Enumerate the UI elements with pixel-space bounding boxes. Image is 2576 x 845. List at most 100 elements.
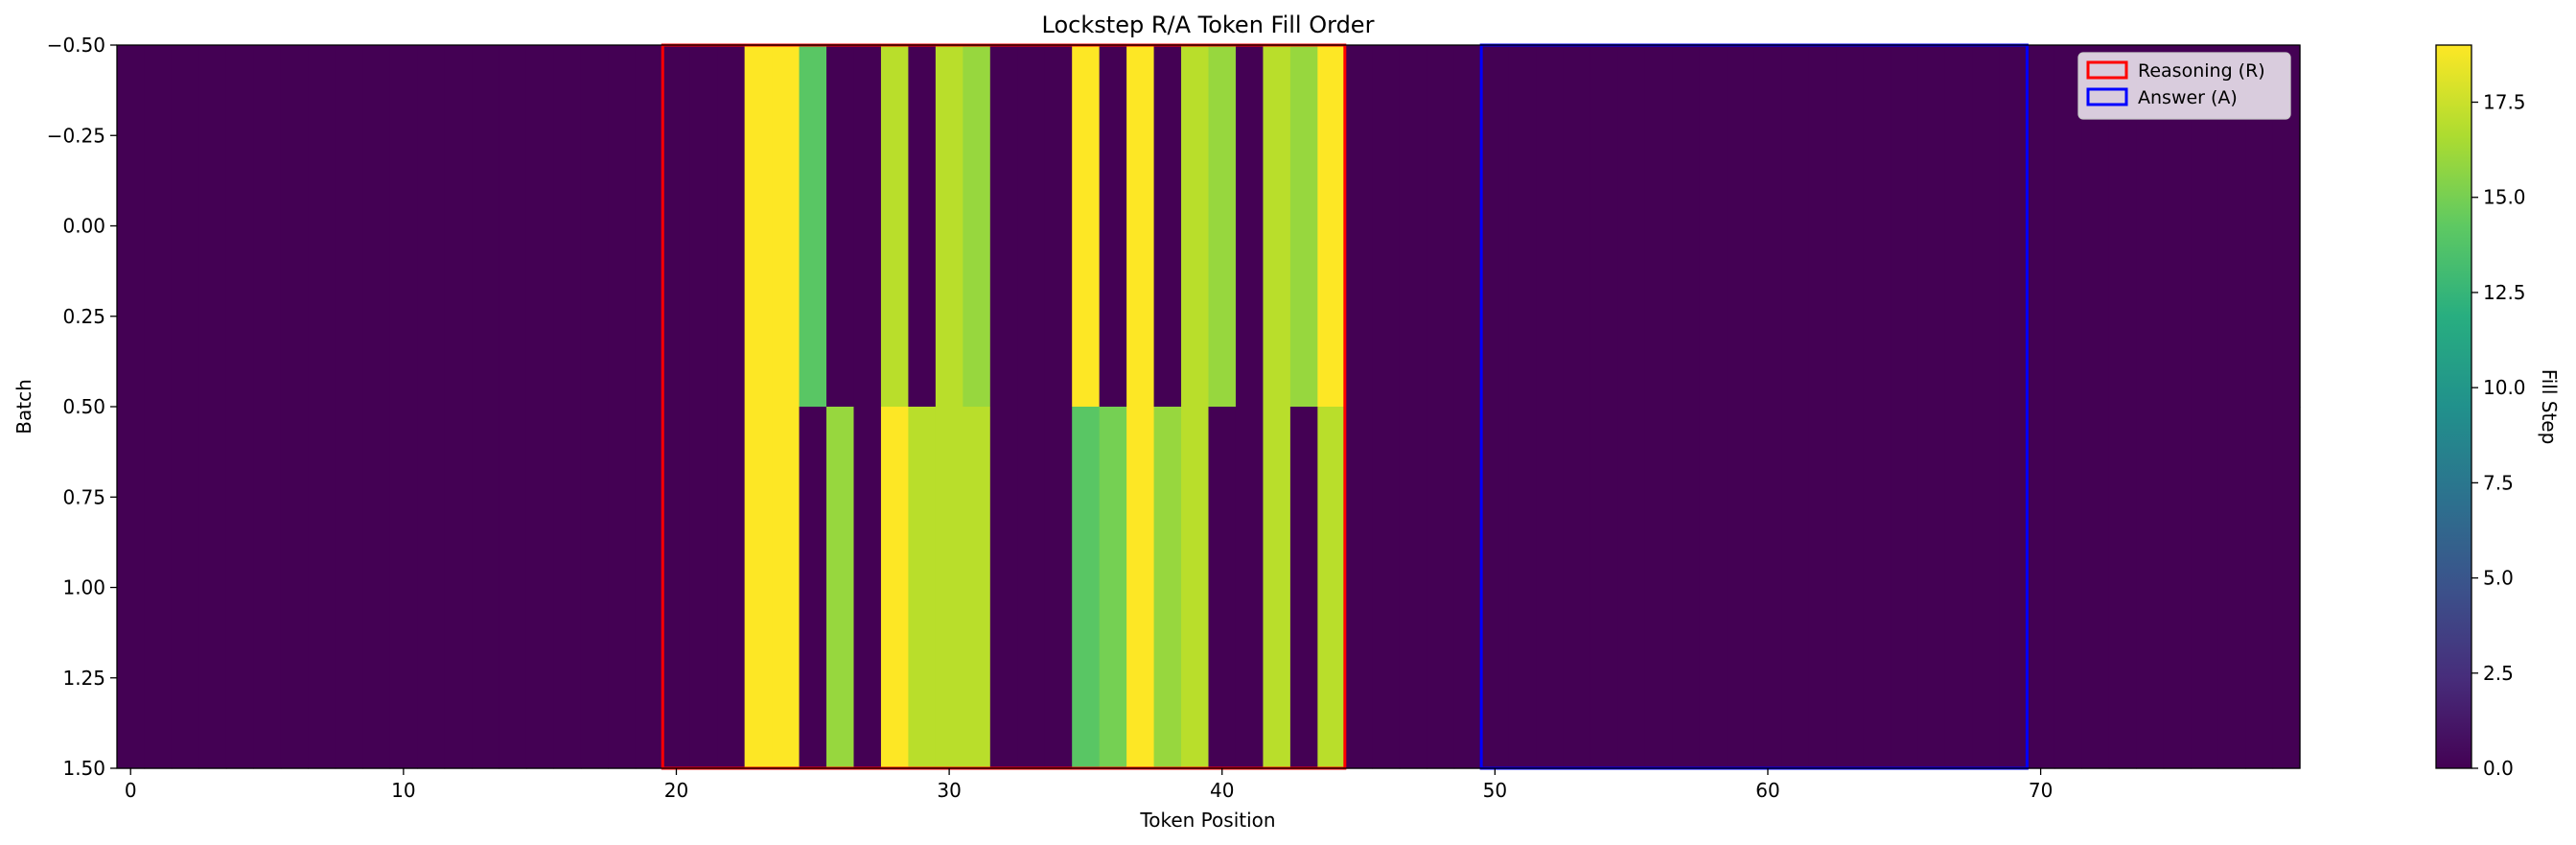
heatmap-cell: [1508, 407, 1537, 769]
heatmap-cell: [1017, 45, 1046, 408]
heatmap-cell: [1863, 407, 1891, 769]
legend: Reasoning (R) Answer (A): [2077, 52, 2291, 120]
heatmap-cell: [389, 407, 418, 769]
heatmap-cell: [1317, 407, 1346, 769]
heatmap-cell: [198, 407, 227, 769]
heatmap-cell: [1699, 45, 1728, 408]
heatmap-cell: [335, 407, 363, 769]
colorbar-tick-label: 12.5: [2483, 281, 2526, 304]
heatmap-cell: [117, 407, 146, 769]
heatmap-cell: [499, 407, 527, 769]
heatmap-cell: [117, 45, 146, 408]
heatmap-cell: [525, 407, 554, 769]
heatmap-cell: [144, 45, 173, 408]
heatmap-cell: [826, 407, 855, 769]
colorbar-tick-label: 0.0: [2483, 757, 2514, 780]
heatmap-cell: [225, 45, 254, 408]
heatmap-cell: [1617, 407, 1646, 769]
heatmap-cell: [1781, 407, 1810, 769]
heatmap-cell: [772, 407, 801, 769]
heatmap-cell: [1399, 45, 1427, 408]
heatmap-cell: [1999, 45, 2028, 408]
heatmap-cell: [1208, 407, 1237, 769]
heatmap-cell: [1017, 407, 1046, 769]
heatmap-cell: [1481, 407, 1510, 769]
heatmap-cell: [2272, 407, 2301, 769]
heatmap-cell: [2136, 407, 2165, 769]
heatmap-cell: [225, 407, 254, 769]
heatmap-cell: [1072, 407, 1101, 769]
heatmap-cell: [989, 407, 1018, 769]
heatmap-cell: [1891, 45, 1919, 408]
x-tick-label: 30: [937, 779, 961, 802]
x-axis-ticks: 0 10 20 30 40 50 60 70: [125, 768, 2053, 802]
heatmap-cell: [908, 45, 937, 408]
heatmap-cell: [662, 45, 691, 408]
heatmap-cell: [935, 45, 963, 408]
heatmap-cell: [1972, 407, 2001, 769]
heatmap-cell: [1317, 45, 1346, 408]
heatmap-cell: [144, 407, 173, 769]
y-tick-label: 0.25: [62, 305, 105, 328]
colorbar-tick-label: 7.5: [2483, 471, 2514, 494]
heatmap-cell: [772, 45, 801, 408]
y-tick-label: 1.50: [62, 757, 105, 780]
heatmap-cell: [2108, 407, 2137, 769]
heatmap-cell: [1453, 407, 1482, 769]
heatmap-cell: [1672, 45, 1701, 408]
colorbar-tick-label: 10.0: [2483, 376, 2526, 399]
heatmap-cell: [689, 45, 718, 408]
heatmap-cell: [1427, 407, 1455, 769]
colorbar-tick-label: 17.5: [2483, 91, 2526, 114]
y-tick-label: 1.25: [62, 667, 105, 690]
heatmap-cell: [417, 407, 446, 769]
heatmap-cell: [171, 407, 199, 769]
heatmap-cell: [1289, 45, 1318, 408]
heatmap-cell: [2245, 407, 2274, 769]
heatmap-cell: [1372, 407, 1401, 769]
heatmap-cell: [499, 45, 527, 408]
heatmap-cell: [472, 45, 500, 408]
y-tick-label: 0.00: [62, 215, 105, 238]
heatmap-cell: [1289, 407, 1318, 769]
y-tick-label: 1.00: [62, 576, 105, 599]
heatmap-cell: [608, 45, 637, 408]
heatmap-cell: [908, 407, 937, 769]
x-tick-label: 0: [125, 779, 137, 802]
colorbar-tick-label: 15.0: [2483, 186, 2526, 209]
heatmap-cell: [2027, 407, 2055, 769]
heatmap-cell: [1372, 45, 1401, 408]
heatmap-cell: [635, 407, 663, 769]
heatmap-cell: [1044, 45, 1073, 408]
heatmap-cell: [1699, 407, 1728, 769]
heatmap-cell: [717, 45, 746, 408]
heatmap-cell: [444, 45, 473, 408]
heatmap-cell: [1944, 45, 1974, 408]
heatmap-cell: [1044, 407, 1073, 769]
heatmap-cell: [1999, 407, 2028, 769]
heatmap-cell: [826, 45, 855, 408]
heatmap-cell: [689, 407, 718, 769]
y-axis-ticks: −0.50 −0.25 0.00 0.25 0.50 0.75 1.00 1.25 1.50: [47, 34, 117, 780]
heatmap-cell: [1944, 407, 1974, 769]
heatmap-cell: [1181, 45, 1210, 408]
heatmap-cell: [1644, 407, 1673, 769]
heatmap-cell: [1808, 407, 1837, 769]
y-tick-label: −0.25: [47, 124, 105, 147]
heatmap-cell: [963, 407, 991, 769]
heatmap-cell: [280, 407, 309, 769]
heatmap-cell: [1617, 45, 1646, 408]
heatmap-cell: [2217, 407, 2246, 769]
heatmap-cell: [525, 45, 554, 408]
heatmap-cell: [2054, 407, 2082, 769]
heatmap-cell: [1072, 45, 1101, 408]
heatmap-cell: [1836, 45, 1865, 408]
heatmap-cell: [171, 45, 199, 408]
colorbar: [2435, 44, 2472, 769]
y-tick-label: 0.50: [62, 395, 105, 418]
heatmap-cell: [799, 407, 827, 769]
legend-box: [2077, 52, 2291, 120]
chart-title: Lockstep R/A Token Fill Order: [1042, 12, 1375, 38]
heatmap-cell: [198, 45, 227, 408]
